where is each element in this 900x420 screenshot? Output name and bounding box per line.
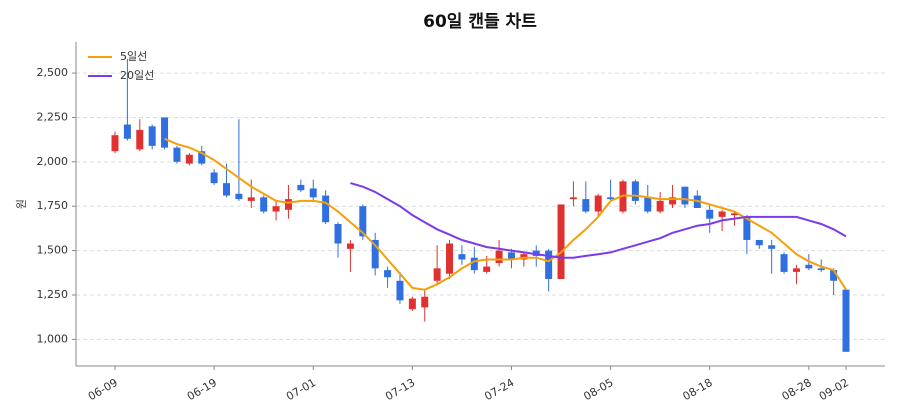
candle-body bbox=[842, 289, 850, 352]
candle-body bbox=[260, 197, 268, 212]
candle-body bbox=[272, 206, 280, 212]
candle-body bbox=[297, 184, 305, 191]
y-tick-label: 2,500 bbox=[37, 66, 69, 79]
x-tick-label: 08-18 bbox=[681, 376, 715, 403]
candle-body bbox=[656, 200, 664, 212]
candle-body bbox=[235, 193, 243, 200]
candle-body bbox=[631, 181, 639, 201]
candle-body bbox=[284, 199, 292, 210]
candle-body bbox=[545, 250, 553, 280]
candle-body bbox=[346, 243, 354, 249]
y-tick-label: 1,250 bbox=[37, 288, 69, 301]
candle-body bbox=[446, 243, 454, 274]
candle-body bbox=[706, 209, 714, 219]
candle-body bbox=[421, 296, 429, 308]
x-tick-label: 06-19 bbox=[185, 376, 219, 403]
x-tick-label: 08-28 bbox=[780, 376, 814, 403]
candle-body bbox=[607, 197, 615, 200]
candle-body bbox=[805, 264, 813, 269]
ma-line bbox=[350, 182, 847, 259]
candle-body bbox=[594, 195, 602, 212]
candle-body bbox=[247, 197, 255, 201]
candle-body bbox=[669, 197, 677, 205]
candle-body bbox=[780, 254, 788, 272]
x-tick-label: 09-02 bbox=[817, 376, 851, 403]
y-tick-label: 1,000 bbox=[37, 332, 69, 345]
candle-body bbox=[483, 266, 491, 272]
candle-body bbox=[161, 117, 169, 148]
y-tick-label: 2,250 bbox=[37, 110, 69, 123]
y-tick-label: 1,500 bbox=[37, 244, 69, 257]
candle-body bbox=[582, 199, 590, 212]
candle-body bbox=[148, 126, 156, 146]
y-tick-label: 1,750 bbox=[37, 199, 69, 212]
chart-title: 60일 캔들 차트 bbox=[423, 12, 537, 32]
candle-body bbox=[309, 188, 317, 198]
candle-body bbox=[334, 223, 342, 244]
candle-body bbox=[173, 147, 181, 162]
candle-body bbox=[792, 268, 800, 272]
y-tick-label: 2,000 bbox=[37, 155, 69, 168]
candle-body bbox=[817, 268, 825, 271]
candle-body bbox=[681, 186, 689, 205]
x-tick-label: 06-09 bbox=[86, 376, 120, 403]
candle-body bbox=[644, 197, 652, 212]
x-tick-label: 07-13 bbox=[383, 376, 417, 403]
candle-body bbox=[470, 257, 478, 271]
candle-body bbox=[185, 154, 193, 164]
candle-body bbox=[384, 270, 392, 278]
candle-body bbox=[371, 239, 379, 269]
legend-label: 5일선 bbox=[120, 49, 147, 63]
candle-body bbox=[458, 254, 466, 260]
candle-body bbox=[569, 197, 577, 200]
candle-body bbox=[495, 250, 503, 264]
x-tick-label: 07-01 bbox=[284, 376, 318, 403]
candle-body bbox=[768, 245, 776, 249]
candle-body bbox=[136, 129, 144, 150]
candle-body bbox=[123, 124, 131, 139]
y-axis-label: 원 bbox=[15, 199, 28, 209]
candle-body bbox=[557, 204, 565, 280]
candle-body bbox=[730, 213, 738, 216]
candle-body bbox=[111, 135, 119, 152]
candle-body bbox=[198, 151, 206, 164]
candle-body bbox=[718, 211, 726, 217]
candle-body bbox=[408, 298, 416, 310]
candle-body bbox=[322, 195, 330, 223]
legend-label: 20일선 bbox=[120, 68, 154, 82]
candle-body bbox=[743, 216, 751, 240]
candle-body bbox=[830, 270, 838, 281]
candle-body bbox=[210, 172, 218, 184]
ma-line bbox=[164, 137, 847, 291]
candle-body bbox=[223, 183, 231, 196]
x-tick-label: 08-05 bbox=[581, 376, 615, 403]
candle-body bbox=[396, 280, 404, 301]
candle-body bbox=[507, 252, 515, 260]
candle-body bbox=[359, 206, 367, 237]
candle-body bbox=[433, 268, 441, 281]
candle-body bbox=[755, 239, 763, 246]
x-tick-label: 07-24 bbox=[482, 376, 516, 403]
